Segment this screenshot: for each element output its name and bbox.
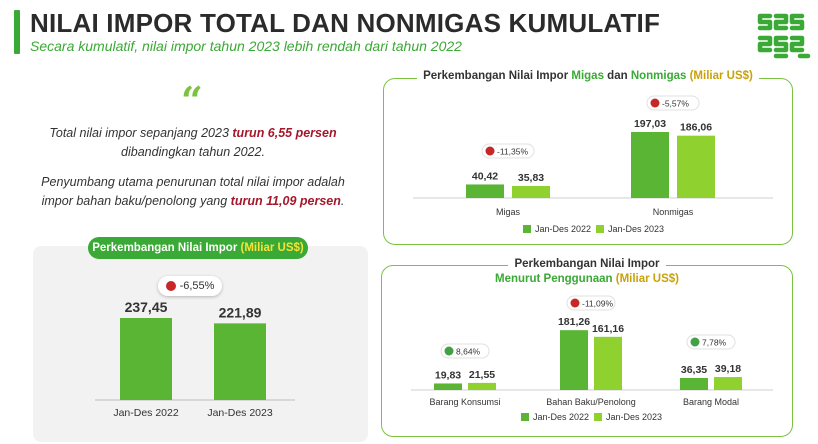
x-tick-label: Jan-Des 2022 (113, 407, 179, 419)
legend-swatch (594, 413, 602, 421)
arrow-up-icon (690, 337, 700, 347)
bar-2 (594, 336, 622, 390)
bar-2 (214, 323, 266, 400)
summary-paragraph-2: Penyumbang utama penurunan total nilai i… (41, 175, 345, 208)
bar-2 (714, 377, 742, 390)
bar-2 (512, 185, 550, 198)
title-accent-bar (14, 10, 20, 54)
x-tick-label: Jan-Des 2023 (207, 407, 273, 419)
legend-label: Jan-Des 2023 (608, 224, 664, 234)
bar-2 (677, 135, 715, 198)
arrow-down-icon (570, 298, 580, 308)
x-tick-label: Bahan Baku/Penolong (546, 397, 636, 407)
x-tick-label: Migas (496, 207, 521, 217)
legend-swatch (521, 413, 529, 421)
bar-value-label: 36,35 (681, 364, 707, 376)
change-badge (646, 95, 700, 111)
legend-label: Jan-Des 2022 (535, 224, 591, 234)
bar-1 (434, 383, 462, 390)
bar-value-label: 40,42 (472, 170, 498, 182)
quote-icon: “ (181, 78, 203, 123)
change-badge (686, 334, 736, 350)
migas-nonmigas-chart: 40,42 35,83 Migas -11,35% 197,03 186,06 Nonmig… (413, 95, 773, 234)
change-badge (566, 295, 616, 311)
summary-paragraph-1: Total nilai impor sepanjang 2023 turun 6… (49, 126, 337, 159)
arrow-down-icon (650, 98, 660, 108)
total-import-chart-title: Perkembangan Nilai Impor (Miliar US$) (88, 237, 308, 259)
bar-value-label: 39,18 (715, 363, 741, 375)
bar-value-label: 197,03 (634, 118, 666, 130)
legend-swatch (523, 225, 531, 233)
change-badge-label: 7,78% (702, 338, 727, 348)
bar-2 (468, 382, 496, 390)
bar-1 (631, 131, 669, 198)
legend-swatch (596, 225, 604, 233)
bar-value-label: 221,89 (219, 304, 262, 320)
change-badge (440, 343, 490, 359)
logo-icon (757, 13, 811, 59)
legend-label: Jan-Des 2022 (533, 412, 589, 422)
migas-nonmigas-card (383, 78, 793, 245)
bar-value-label: 186,06 (680, 122, 712, 134)
bar-value-label: 19,83 (435, 369, 461, 381)
page-title: NILAI IMPOR TOTAL DAN NONMIGAS KUMULATIF (30, 8, 661, 38)
bar-value-label: 237,45 (125, 299, 168, 315)
usage-chart: 19,83 21,55 Barang Konsumsi 8,64% 181,26161,… (411, 295, 773, 422)
bar-1 (120, 318, 172, 400)
bar-value-label: 21,55 (469, 369, 495, 381)
bar-value-label: 181,26 (558, 316, 590, 328)
change-badge (481, 143, 535, 159)
x-tick-label: Nonmigas (653, 207, 694, 217)
usage-chart-title-line2: Menurut Penggunaan (Miliar US$) (494, 273, 679, 285)
bar-1 (466, 184, 504, 198)
change-badge-label: -11,09% (582, 299, 613, 309)
arrow-up-icon (444, 346, 454, 356)
bar-1 (680, 378, 708, 390)
page-subtitle: Secara kumulatif, nilai impor tahun 2023… (30, 38, 462, 54)
migas-nonmigas-chart-title: Perkembangan Nilai Impor Migas dan Nonmi… (383, 70, 793, 82)
bar-1 (560, 330, 588, 390)
change-badge-label: 8,64% (456, 347, 481, 357)
change-badge-label: -5,57% (662, 99, 689, 109)
total-import-change-badge: -6,55% (158, 276, 222, 296)
x-tick-label: Barang Modal (683, 397, 739, 407)
legend-label: Jan-Des 2023 (606, 412, 662, 422)
arrow-down-icon (165, 281, 176, 291)
bar-value-label: 161,16 (592, 323, 624, 335)
x-tick-label: Barang Konsumsi (429, 397, 500, 407)
total-import-chart: 237,45 Jan-Des 2022 221,89 Jan-Des 2023 (95, 299, 295, 419)
usage-chart-title-line1: Perkembangan Nilai Impor (381, 258, 793, 270)
change-badge-label: -11,35% (497, 147, 528, 157)
arrow-down-icon (485, 146, 495, 156)
bar-value-label: 35,83 (518, 172, 544, 184)
